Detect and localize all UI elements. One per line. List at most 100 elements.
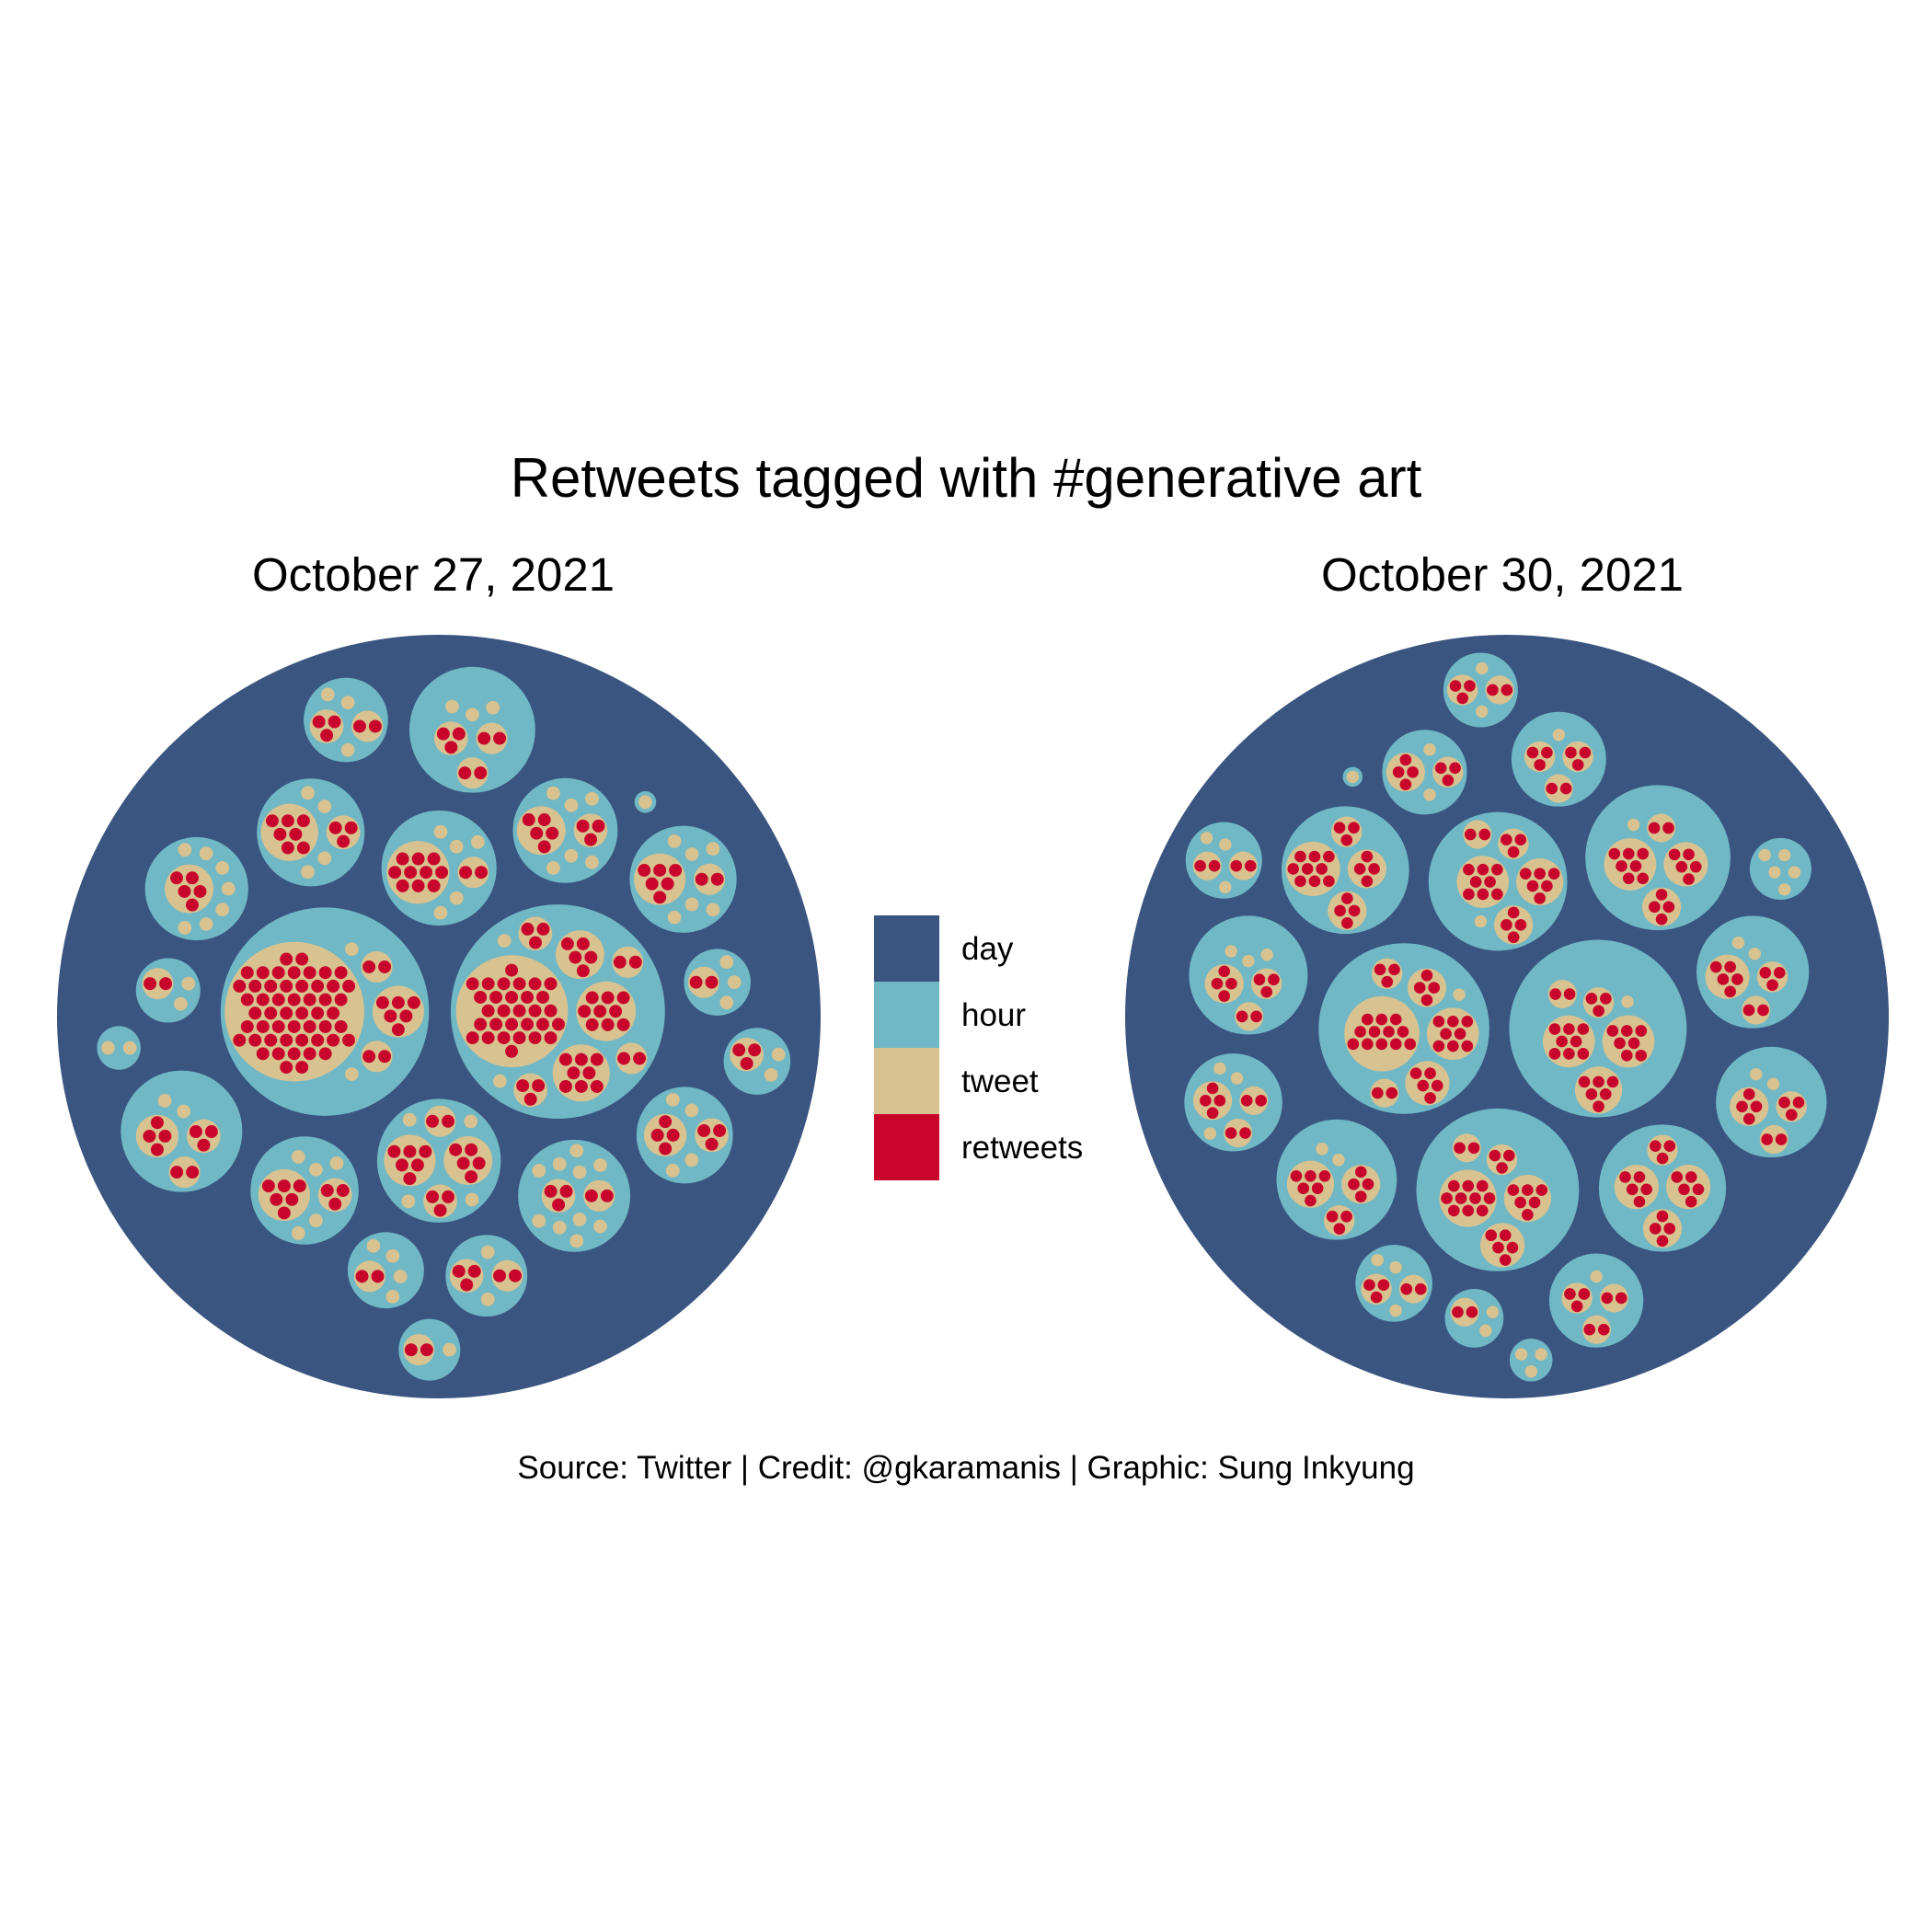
retweet-circle-0-0-0-0-30 xyxy=(248,1006,262,1020)
retweet-circle-0-0-1-0-8 xyxy=(481,1004,495,1018)
tweet-circle-0-0-5-5 xyxy=(546,861,560,875)
retweet-circle-0-0-1-2-1 xyxy=(582,1066,596,1080)
retweet-circle-1-0-5-2-1 xyxy=(1662,901,1675,914)
retweet-circle-0-0-0-0-25 xyxy=(327,1033,340,1047)
retweet-circle-1-0-12-0-0 xyxy=(1392,765,1405,778)
tweet-circle-1-0-18-2 xyxy=(1778,883,1791,896)
retweet-circle-0-0-1-0-18 xyxy=(505,1044,519,1058)
retweet-circle-0-0-0-0-44 xyxy=(256,966,270,980)
retweet-circle-0-0-3-0-1 xyxy=(420,866,433,880)
legend-swatch-hour xyxy=(874,982,939,1048)
retweet-circle-0-0-11-1-0 xyxy=(189,1125,202,1138)
hour-circle-1-0-4 xyxy=(1281,806,1409,935)
tweet-circle-0-0-4-1 xyxy=(583,1179,615,1212)
retweet-circle-0-0-1-0-1 xyxy=(512,1004,526,1018)
tweet-circle-0-0-12-4 xyxy=(445,699,459,714)
retweet-circle-0-0-0-0-5 xyxy=(303,993,316,1006)
tweet-circle-0-0-3-3 xyxy=(449,839,464,854)
retweet-circle-0-0-4-0-1 xyxy=(559,1184,573,1198)
tweet-circle-1-0-12-2 xyxy=(1423,788,1436,801)
tweet-circle-1-0-3-2 xyxy=(1494,905,1534,945)
retweet-circle-0-0-8-0-1 xyxy=(661,877,674,891)
retweet-circle-1-0-9-0-1 xyxy=(1225,977,1237,990)
retweet-circle-0-0-7-1-1 xyxy=(336,1184,350,1197)
tweet-circle-0-0-16-2 xyxy=(719,995,734,1010)
retweet-circle-0-0-6-0-3 xyxy=(281,814,294,828)
retweet-circle-1-0-5-1-4 xyxy=(1668,848,1681,861)
tweet-circle-1-0-1-5 xyxy=(1621,995,1634,1008)
tweet-circle-0-0-8-5 xyxy=(667,910,682,925)
retweet-circle-1-0-6-2-0 xyxy=(1649,1223,1662,1235)
retweet-circle-0-0-6-1-1 xyxy=(344,821,358,834)
retweet-circle-0-0-1-0-15 xyxy=(497,1031,511,1045)
retweet-circle-1-0-3-1-3 xyxy=(1534,868,1546,880)
retweet-circle-1-0-0-1-6 xyxy=(1461,1040,1474,1052)
retweet-circle-0-0-5-0-1 xyxy=(546,826,559,840)
retweet-circle-1-0-2-2-4 xyxy=(1485,1229,1498,1242)
retweet-circle-0-0-3-0-9 xyxy=(435,866,449,880)
retweet-circle-1-0-0-0-0 xyxy=(1368,1026,1381,1038)
retweet-circle-0-0-12-0-1 xyxy=(452,727,466,741)
tweet-circle-0-0-2-5 xyxy=(401,1194,416,1209)
tweet-circle-1-0-16-2 xyxy=(1476,705,1489,719)
retweet-circle-0-0-1-0-19 xyxy=(505,963,519,977)
retweet-circle-1-0-15-0-1 xyxy=(1377,1279,1390,1292)
retweet-circle-0-0-1-0-17 xyxy=(536,991,549,1004)
retweet-circle-1-0-13-1-2 xyxy=(1571,759,1584,771)
tweet-circle-0-0-3-5 xyxy=(433,905,448,920)
retweet-circle-0-0-1-0-6 xyxy=(521,1018,535,1031)
retweet-circle-1-0-10-1-2 xyxy=(1785,1109,1798,1121)
retweet-circle-0-0-16-0-1 xyxy=(705,975,719,989)
retweet-circle-0-0-8-0-2 xyxy=(653,891,667,904)
tweet-circle-0-0-4-9 xyxy=(532,1164,546,1178)
retweet-circle-0-0-13-0-1 xyxy=(328,715,341,729)
retweet-circle-1-0-1-1-2 xyxy=(1620,1049,1633,1062)
retweet-circle-1-0-5-0-6 xyxy=(1637,872,1650,885)
tweet-circle-0-0-8-3 xyxy=(684,847,699,861)
retweet-circle-0-0-2-0-2 xyxy=(403,1172,417,1186)
retweet-circle-0-0-9-0-1 xyxy=(193,884,207,898)
retweet-circle-1-0-11-2-1 xyxy=(1239,1127,1251,1139)
retweet-circle-1-0-3-3-1 xyxy=(1514,834,1527,846)
retweet-circle-0-0-0-0-43 xyxy=(256,1047,270,1061)
legend-label-retweets: retweets xyxy=(961,1130,1084,1166)
retweet-circle-1-0-2-0-2 xyxy=(1462,1204,1475,1217)
tweet-circle-0-0-4-7 xyxy=(593,1219,607,1234)
tweet-circle-1-0-18-0 xyxy=(1768,866,1781,879)
hour-circle-1-0-11 xyxy=(1184,1053,1282,1152)
retweet-circle-0-0-0-0-46 xyxy=(342,1033,356,1047)
hour-circle-1-0-9 xyxy=(1189,915,1308,1035)
tweet-circle-1-0-1-4 xyxy=(1547,979,1577,1009)
retweet-circle-0-0-1-5-1 xyxy=(532,1079,546,1093)
retweet-circle-1-0-16-1-0 xyxy=(1487,684,1499,696)
retweet-circle-0-0-12-2-1 xyxy=(474,766,488,780)
retweet-circle-1-0-1-3-1 xyxy=(1600,993,1612,1005)
hour-circle-0-0-12 xyxy=(408,666,535,793)
tweet-circle-0-0-15-1 xyxy=(393,1269,408,1283)
tweet-circle-1-0-19-2 xyxy=(1479,1324,1492,1338)
retweet-circle-0-0-1-0-23 xyxy=(481,977,495,991)
tweet-circle-0-0-1-8 xyxy=(497,934,512,948)
retweet-circle-0-0-1-1-8 xyxy=(578,1005,592,1018)
retweet-circle-1-0-14-1-0 xyxy=(1601,1292,1614,1305)
retweet-circle-1-0-15-0-2 xyxy=(1370,1291,1383,1304)
retweet-circle-1-0-5-0-0 xyxy=(1616,860,1627,872)
tweet-circle-0-0-4-10 xyxy=(569,1144,584,1158)
retweet-circle-0-0-0-0-37 xyxy=(295,952,309,966)
retweet-circle-1-0-6-0-4 xyxy=(1619,1171,1631,1183)
retweet-circle-0-0-0-0-3 xyxy=(287,993,301,1006)
retweet-circle-0-0-7-1-0 xyxy=(320,1184,334,1197)
tweet-circle-0-0-4-5 xyxy=(552,1220,567,1235)
tweet-circle-1-0-17-4 xyxy=(1200,832,1213,845)
retweet-circle-0-0-1-7-1 xyxy=(633,1052,647,1065)
retweet-circle-1-0-0-4-1 xyxy=(1388,963,1400,976)
retweet-circle-1-0-0-2-0 xyxy=(1417,1079,1430,1092)
tweet-circle-1-0-0-0 xyxy=(1344,995,1420,1072)
retweet-circle-1-0-2-4-1 xyxy=(1467,1142,1480,1155)
retweet-circle-1-0-4-0-0 xyxy=(1301,863,1314,875)
retweet-circle-1-0-8-1-1 xyxy=(1773,966,1786,979)
retweet-circle-0-0-3-1-0 xyxy=(459,866,473,880)
retweet-circle-0-0-0-0-8 xyxy=(264,1006,278,1020)
retweet-circle-1-0-14-0-2 xyxy=(1570,1300,1583,1313)
retweet-circle-1-0-6-0-1 xyxy=(1640,1183,1652,1196)
